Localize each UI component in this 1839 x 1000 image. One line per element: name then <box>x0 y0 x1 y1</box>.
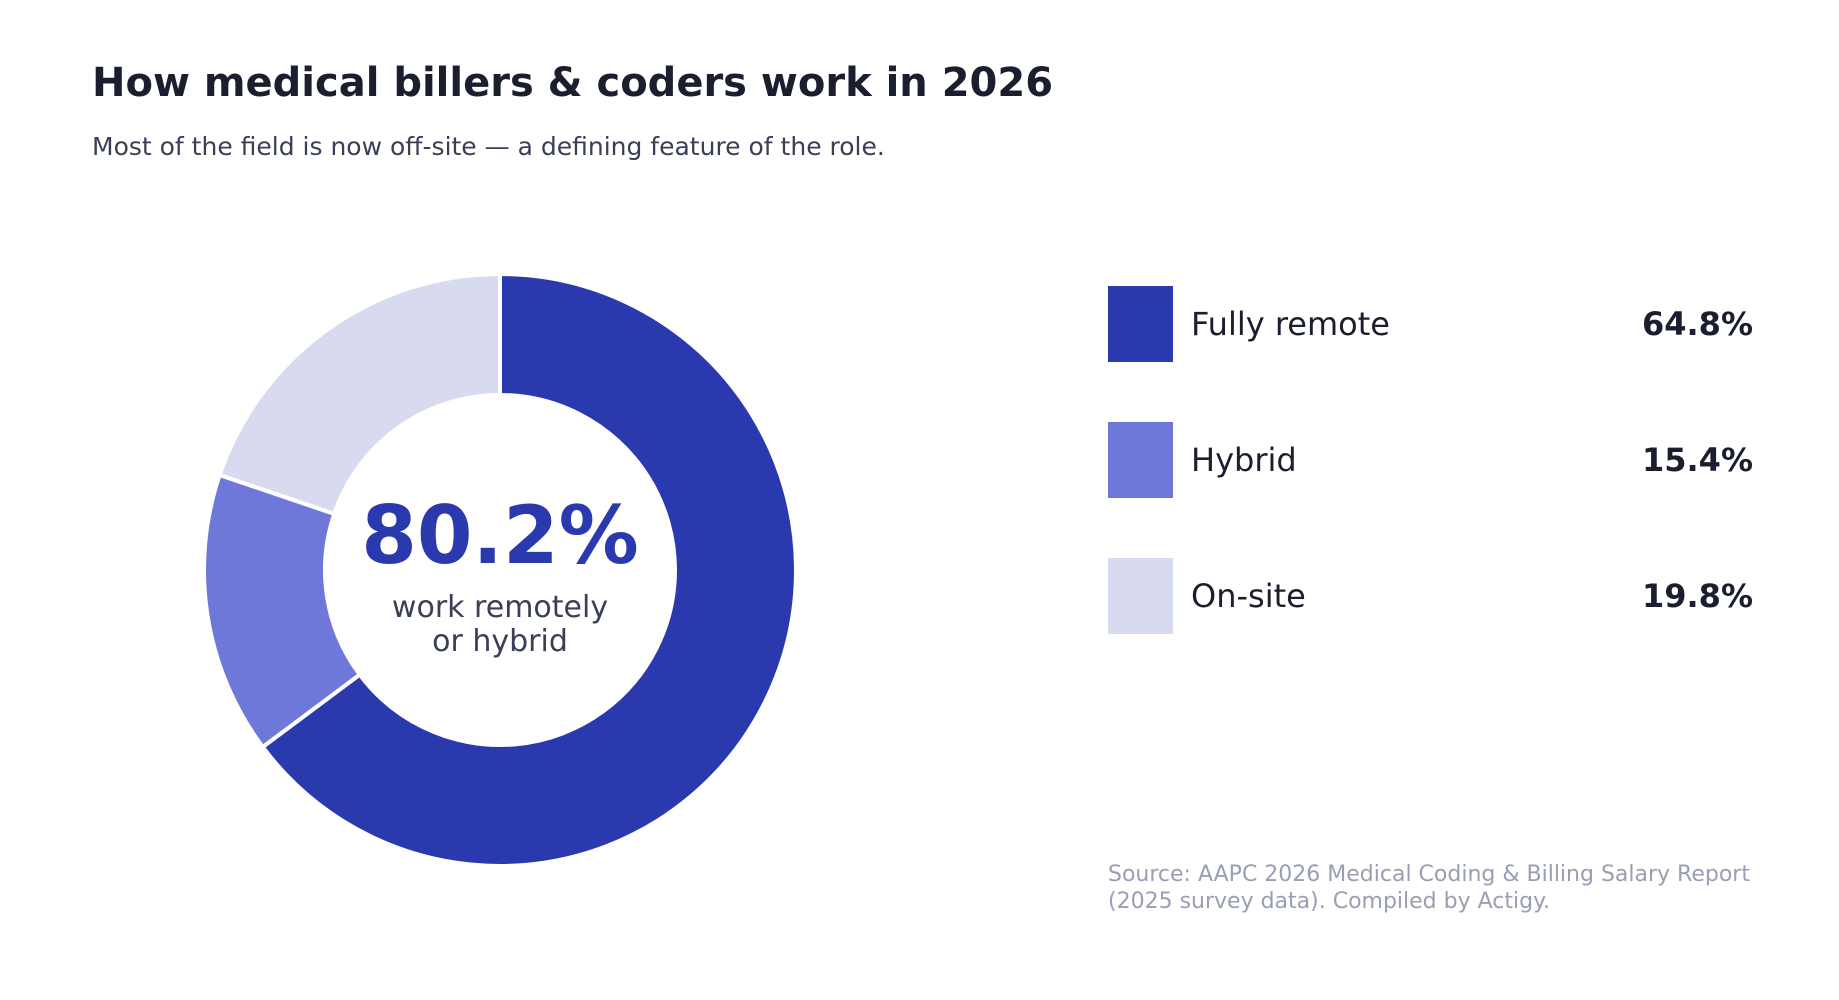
chart-title: How medical billers & coders work in 202… <box>92 60 1054 106</box>
legend-item-fully-remote: Fully remote 64.8% <box>1108 286 1753 362</box>
source-line-1: Source: AAPC 2026 Medical Coding & Billi… <box>1108 862 1750 887</box>
donut-slice-on-site <box>217 271 502 517</box>
legend-label-hybrid: Hybrid <box>1191 441 1297 479</box>
legend-swatch-on-site <box>1108 558 1173 634</box>
donut-slices <box>202 271 798 868</box>
legend-value-hybrid: 15.4% <box>1641 441 1753 479</box>
donut-slice-fully-remote <box>259 271 798 868</box>
donut-chart: 80.2% work remotely or hybrid <box>202 271 798 868</box>
center-label-line-1: work remotely <box>392 590 608 625</box>
chart-subtitle: Most of the field is now off-site — a de… <box>92 132 885 161</box>
legend-label-fully-remote: Fully remote <box>1191 305 1390 343</box>
legend-value-on-site: 19.8% <box>1641 577 1753 615</box>
legend-item-hybrid: Hybrid 15.4% <box>1108 422 1753 498</box>
legend-label-on-site: On-site <box>1191 577 1306 615</box>
source-line-2: (2025 survey data). Compiled by Actigy. <box>1108 889 1550 914</box>
source-note: Source: AAPC 2026 Medical Coding & Billi… <box>1108 861 1750 915</box>
legend-swatch-fully-remote <box>1108 286 1173 362</box>
center-value: 80.2% <box>361 489 639 582</box>
legend-value-fully-remote: 64.8% <box>1641 305 1753 343</box>
legend-item-on-site: On-site 19.8% <box>1108 558 1753 634</box>
center-label-line-2: or hybrid <box>432 624 568 659</box>
legend-swatch-hybrid <box>1108 422 1173 498</box>
